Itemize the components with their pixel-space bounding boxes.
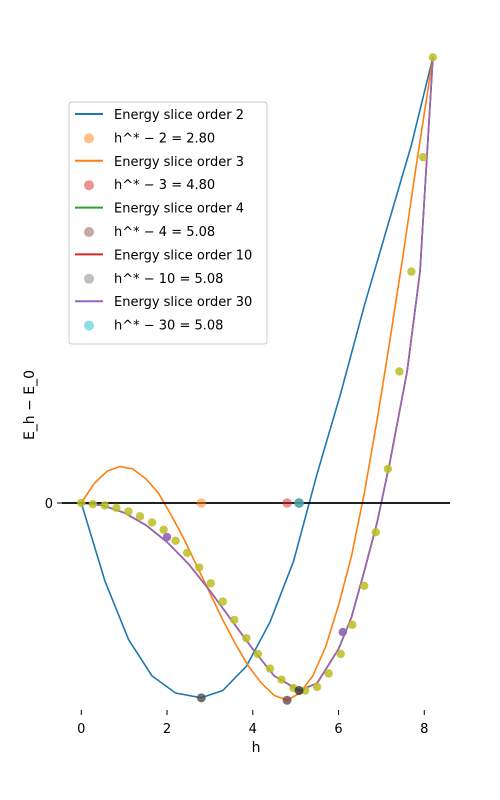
legend-label-1: h^* − 2 = 2.80 bbox=[114, 131, 215, 146]
sample-point-21 bbox=[324, 669, 333, 678]
minimum-marker-zero-4 bbox=[294, 498, 304, 508]
sample-point-25 bbox=[371, 528, 381, 537]
sample-point-27 bbox=[395, 367, 404, 376]
minimum-marker-curve-0 bbox=[196, 693, 206, 703]
sample-point-26 bbox=[383, 464, 393, 474]
x-axis: 0 2 4 6 8 bbox=[77, 710, 428, 737]
sample-point-22 bbox=[336, 649, 345, 659]
x-tick-label-1: 2 bbox=[163, 722, 171, 737]
x-tick-label-0: 0 bbox=[77, 722, 85, 737]
sample-point-0 bbox=[77, 498, 86, 508]
series-line-0 bbox=[80, 57, 434, 699]
legend-label-4: Energy slice order 4 bbox=[114, 202, 244, 217]
x-tick-label-2: 4 bbox=[249, 722, 257, 737]
sample-point-16 bbox=[265, 664, 275, 673]
highlight-point-0 bbox=[162, 532, 172, 542]
x-tick-label-3: 6 bbox=[334, 722, 342, 737]
highlight-point-1 bbox=[338, 627, 348, 637]
minimum-marker-curve-2 bbox=[294, 686, 304, 696]
legend-label-0: Energy slice order 2 bbox=[114, 108, 244, 123]
series-line-1 bbox=[80, 57, 434, 702]
x-tick-label-4: 8 bbox=[420, 722, 428, 737]
sample-point-15 bbox=[253, 649, 263, 659]
sample-point-24 bbox=[360, 581, 369, 590]
legend-label-6: Energy slice order 10 bbox=[114, 248, 252, 263]
minimum-marker-zero-0 bbox=[196, 498, 207, 508]
y-axis-label: E_h − E_0 bbox=[22, 370, 38, 440]
sample-point-2 bbox=[100, 501, 110, 510]
sample-point-13 bbox=[230, 615, 239, 625]
legend: Energy slice order 2 h^* − 2 = 2.80 Energy… bbox=[68, 101, 268, 345]
minimum-marker-zero-1 bbox=[282, 498, 292, 508]
legend-label-3: h^* − 3 = 4.80 bbox=[114, 178, 215, 193]
legend-swatch-dot-7 bbox=[84, 273, 94, 284]
legend-swatch-dot-5 bbox=[84, 227, 94, 237]
legend-label-8: Energy slice order 30 bbox=[114, 295, 252, 310]
sample-point-30 bbox=[428, 53, 438, 62]
legend-frame bbox=[68, 101, 268, 345]
sample-point-17 bbox=[277, 675, 286, 684]
sample-point-9 bbox=[182, 548, 192, 558]
legend-swatch-dot-9 bbox=[84, 320, 94, 331]
sample-point-8 bbox=[171, 536, 180, 545]
sample-point-7 bbox=[159, 525, 168, 534]
legend-label-2: Energy slice order 3 bbox=[114, 155, 244, 170]
sample-point-20 bbox=[312, 682, 322, 692]
minimum-marker-curve-1 bbox=[282, 695, 292, 705]
x-axis-label: h bbox=[252, 740, 261, 756]
sample-point-4 bbox=[124, 507, 133, 516]
sample-point-6 bbox=[147, 518, 157, 527]
sample-point-29 bbox=[418, 152, 428, 162]
y-tick-label-0: 0 bbox=[45, 497, 53, 512]
legend-label-5: h^* − 4 = 5.08 bbox=[114, 225, 215, 240]
sample-point-1 bbox=[88, 500, 98, 509]
sample-point-14 bbox=[242, 633, 251, 643]
legend-label-7: h^* − 10 = 5.08 bbox=[114, 272, 223, 287]
sample-point-5 bbox=[135, 512, 145, 521]
sample-point-23 bbox=[348, 620, 357, 629]
legend-swatch-dot-1 bbox=[84, 133, 94, 144]
markers bbox=[77, 53, 438, 705]
y-axis: 0 bbox=[45, 497, 62, 512]
sample-point-28 bbox=[407, 267, 416, 276]
legend-label-9: h^* − 30 = 5.08 bbox=[114, 319, 223, 334]
sample-point-3 bbox=[112, 503, 121, 513]
sample-point-11 bbox=[206, 579, 215, 588]
sample-point-10 bbox=[194, 563, 204, 572]
sample-point-12 bbox=[218, 597, 227, 606]
legend-swatch-dot-3 bbox=[84, 180, 94, 191]
